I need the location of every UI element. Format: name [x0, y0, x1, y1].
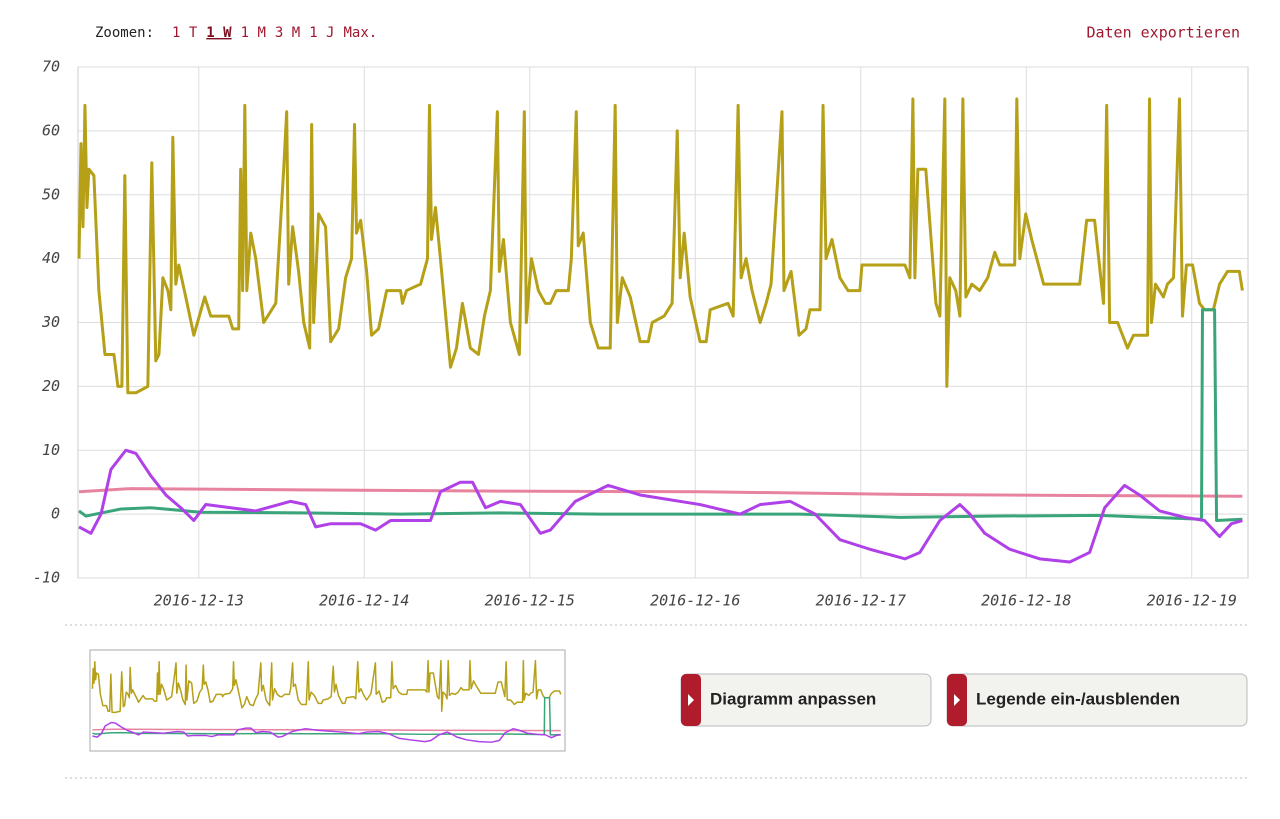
line-series — [77, 97, 1244, 395]
button-label: Diagramm anpassen — [710, 689, 876, 708]
x-tick-label: 2016-12-19 — [1147, 592, 1237, 610]
line-series — [91, 659, 562, 714]
y-tick-label: 10 — [42, 441, 60, 459]
y-tick-label: 70 — [42, 58, 60, 76]
navigator[interactable] — [89, 649, 566, 752]
y-tick-label: 50 — [42, 185, 60, 203]
x-tick-label: 2016-12-17 — [816, 592, 906, 610]
line-series — [92, 721, 561, 743]
x-tick-label: 2016-12-18 — [981, 592, 1071, 610]
button-label: Legende ein-/ausblenden — [976, 689, 1180, 708]
line-series — [78, 308, 1243, 523]
zoom-label: Zoomen: — [95, 25, 154, 41]
line-series — [92, 697, 561, 736]
button[interactable]: Diagramm anpassen — [680, 673, 932, 727]
zoom-option[interactable]: 1 J — [309, 25, 334, 41]
line-series — [78, 448, 1243, 564]
x-tick-label: 2016-12-15 — [485, 592, 575, 610]
y-tick-label: 0 — [51, 505, 60, 523]
zoom-option[interactable]: 1 W — [206, 25, 232, 41]
x-tick-label: 2016-12-16 — [650, 592, 740, 610]
y-tick-label: 20 — [42, 377, 60, 395]
button[interactable]: Legende ein-/ausblenden — [946, 673, 1248, 727]
x-tick-label: 2016-12-13 — [154, 592, 244, 610]
zoom-option[interactable]: Max. — [343, 25, 377, 41]
x-tick-label: 2016-12-14 — [319, 592, 409, 610]
y-tick-label: 60 — [42, 121, 60, 139]
zoom-option[interactable]: 1 T — [172, 25, 198, 41]
zoom-option[interactable]: 1 M — [241, 25, 266, 41]
export-link[interactable]: Daten exportieren — [1086, 24, 1240, 42]
y-tick-label: -10 — [33, 569, 60, 587]
arrow-icon — [688, 694, 694, 706]
y-tick-label: 30 — [41, 313, 60, 331]
y-tick-label: 40 — [42, 249, 60, 267]
zoom-option[interactable]: 3 M — [275, 25, 300, 41]
arrow-icon — [954, 694, 960, 706]
zoom-options: 1 T 1 W 1 M 3 M 1 J Max. — [172, 25, 377, 41]
